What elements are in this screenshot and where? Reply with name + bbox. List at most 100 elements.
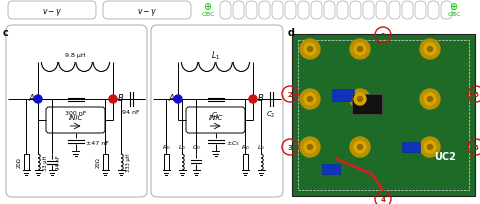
Text: 6: 6 [474, 92, 479, 98]
Text: 5: 5 [474, 145, 479, 151]
Text: $R_0$: $R_0$ [162, 142, 170, 151]
Circle shape [308, 97, 312, 102]
Text: $\oplus$: $\oplus$ [449, 1, 458, 12]
Circle shape [424, 141, 436, 153]
FancyBboxPatch shape [350, 2, 361, 20]
Circle shape [354, 141, 366, 153]
FancyBboxPatch shape [441, 2, 452, 20]
FancyBboxPatch shape [428, 2, 439, 20]
Circle shape [424, 44, 436, 56]
FancyBboxPatch shape [246, 2, 257, 20]
Circle shape [304, 94, 316, 105]
Bar [103, 154, 108, 170]
Text: UC2: UC2 [434, 151, 456, 161]
Circle shape [304, 44, 316, 56]
Circle shape [358, 145, 362, 150]
FancyBboxPatch shape [311, 2, 322, 20]
Text: 4: 4 [381, 196, 385, 203]
Text: 2: 2 [288, 92, 292, 98]
FancyBboxPatch shape [363, 2, 374, 20]
FancyBboxPatch shape [103, 2, 191, 20]
Text: A: A [28, 94, 34, 103]
FancyBboxPatch shape [220, 2, 231, 20]
Text: 1: 1 [381, 33, 385, 39]
Text: 94 nF: 94 nF [56, 155, 61, 170]
Text: 33 μH: 33 μH [43, 155, 48, 170]
Circle shape [428, 97, 432, 102]
FancyBboxPatch shape [415, 2, 426, 20]
Text: INIC: INIC [208, 114, 223, 120]
FancyBboxPatch shape [402, 2, 413, 20]
Circle shape [420, 90, 440, 110]
Circle shape [34, 95, 42, 103]
Text: $C_0$: $C_0$ [192, 142, 200, 151]
Text: $C_2$: $C_2$ [266, 110, 276, 120]
Bar [332, 90, 354, 102]
Text: A: A [168, 94, 174, 103]
Bar [298, 41, 469, 190]
Bar [322, 164, 340, 174]
Circle shape [358, 97, 362, 102]
Circle shape [300, 90, 320, 110]
Text: 20Ω: 20Ω [17, 157, 22, 167]
Text: $v - \gamma$: $v - \gamma$ [137, 7, 157, 17]
Text: $C_1$: $C_1$ [211, 110, 220, 121]
Text: $L_0$: $L_0$ [178, 142, 186, 151]
Text: d: d [288, 28, 295, 38]
FancyBboxPatch shape [389, 2, 400, 20]
Circle shape [308, 145, 312, 150]
Circle shape [354, 94, 366, 105]
Circle shape [428, 47, 432, 52]
Circle shape [428, 145, 432, 150]
Bar [402, 142, 420, 152]
Circle shape [420, 40, 440, 60]
Text: $v - \gamma$: $v - \gamma$ [42, 7, 62, 17]
FancyBboxPatch shape [6, 26, 147, 197]
FancyBboxPatch shape [272, 2, 283, 20]
Bar [24, 154, 28, 170]
FancyBboxPatch shape [259, 2, 270, 20]
FancyBboxPatch shape [233, 2, 244, 20]
Text: INIC: INIC [68, 114, 83, 120]
Circle shape [420, 137, 440, 157]
Text: 300 nF: 300 nF [65, 110, 86, 115]
Text: B: B [258, 94, 264, 103]
Text: $R_0$: $R_0$ [240, 142, 250, 151]
Circle shape [424, 94, 436, 105]
FancyBboxPatch shape [285, 2, 296, 20]
Text: OBC: OBC [447, 12, 461, 17]
Text: $L_0$: $L_0$ [257, 142, 265, 151]
Text: ±47 nF: ±47 nF [85, 141, 108, 146]
Bar [164, 154, 168, 170]
Circle shape [358, 47, 362, 52]
Circle shape [350, 137, 370, 157]
FancyBboxPatch shape [298, 2, 309, 20]
FancyBboxPatch shape [337, 2, 348, 20]
Circle shape [249, 95, 257, 103]
Circle shape [350, 90, 370, 110]
Circle shape [300, 137, 320, 157]
Text: $\oplus$: $\oplus$ [204, 1, 213, 12]
FancyBboxPatch shape [8, 2, 96, 20]
Text: 20Ω: 20Ω [96, 157, 101, 167]
Circle shape [300, 40, 320, 60]
FancyBboxPatch shape [151, 26, 283, 197]
Circle shape [304, 141, 316, 153]
FancyBboxPatch shape [376, 2, 387, 20]
Text: OBC: OBC [201, 12, 215, 17]
Text: 9.8 μH: 9.8 μH [65, 53, 86, 58]
Text: c: c [3, 28, 9, 38]
Bar [352, 94, 382, 114]
Text: 3: 3 [288, 145, 292, 151]
Circle shape [174, 95, 182, 103]
Circle shape [354, 44, 366, 56]
Bar [292, 35, 475, 196]
Circle shape [109, 95, 117, 103]
Text: 94 nF: 94 nF [122, 110, 140, 114]
Bar [242, 154, 248, 170]
Text: $L_1$: $L_1$ [211, 50, 220, 62]
FancyBboxPatch shape [324, 2, 335, 20]
Circle shape [308, 47, 312, 52]
Circle shape [350, 40, 370, 60]
Text: B: B [118, 94, 124, 103]
